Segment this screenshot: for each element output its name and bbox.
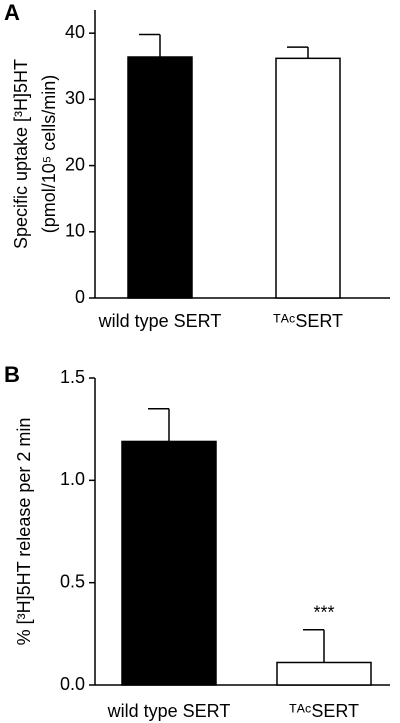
x-tick-label: ᵀᴬᶜSERT: [273, 311, 343, 331]
y-tick-label: 1.0: [60, 469, 85, 489]
y-tick-label: 40: [65, 22, 85, 42]
bar: [127, 56, 193, 299]
bar: [121, 440, 217, 686]
y-tick-label: 0: [75, 287, 85, 307]
bar: [275, 57, 341, 299]
y-tick-label: 0.0: [60, 674, 85, 694]
y-tick-label: 1.5: [60, 367, 85, 387]
bar: [276, 661, 372, 686]
annotation: ***: [313, 602, 334, 622]
panel-label: B: [4, 362, 20, 387]
y-axis-label: (pmol/10⁵ cells/min): [39, 75, 59, 234]
y-tick-label: 30: [65, 88, 85, 108]
y-axis-label: % [³H]5HT release per 2 min: [14, 418, 34, 646]
x-tick-label: wild type SERT: [107, 701, 231, 721]
y-tick-label: 20: [65, 154, 85, 174]
y-axis-label: Specific uptake [³H]5HT: [11, 59, 31, 249]
x-tick-label: wild type SERT: [98, 311, 222, 331]
panel-label: A: [4, 0, 20, 25]
y-tick-label: 0.5: [60, 571, 85, 591]
x-tick-label: ᵀᴬᶜSERT: [289, 701, 359, 721]
y-tick-label: 10: [65, 221, 85, 241]
